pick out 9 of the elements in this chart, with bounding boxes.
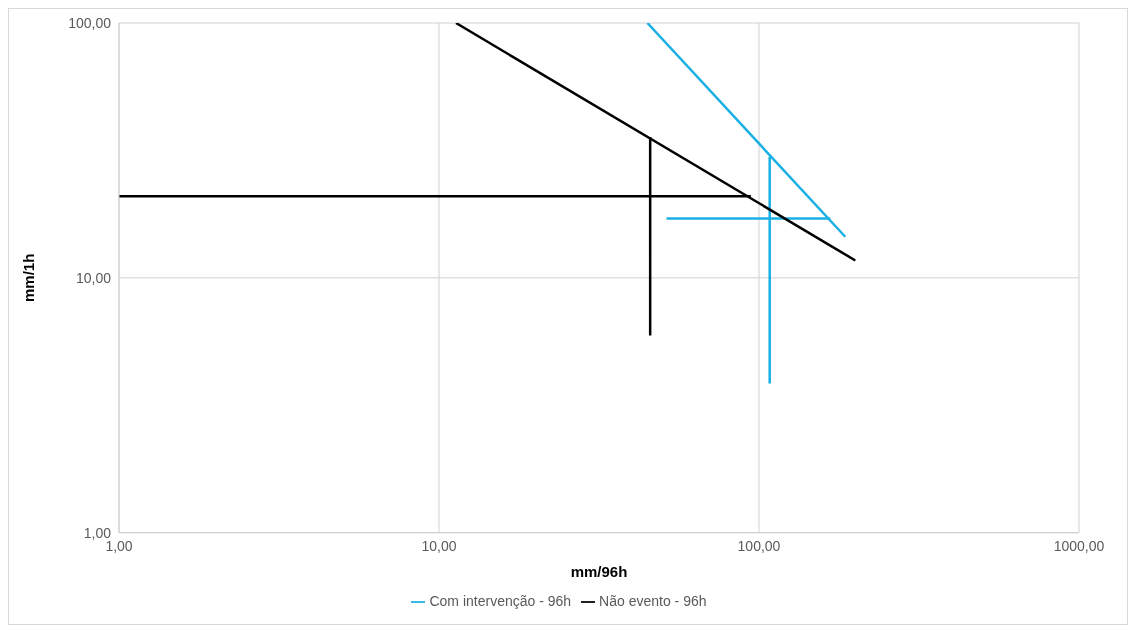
x-tick-label: 1000,00 <box>1053 537 1105 554</box>
legend-label: Com intervenção - 96h <box>429 592 572 609</box>
x-tick-label: 100,00 <box>737 537 781 554</box>
y-axis-title: mm/1h <box>20 253 38 303</box>
x-axis-title: mm/96h <box>570 562 628 580</box>
legend-label: Não evento - 96h <box>599 592 707 609</box>
x-tick-label: 10,00 <box>421 537 457 554</box>
y-tick-label: 100,00 <box>68 14 112 31</box>
y-tick-label: 10,00 <box>75 269 112 286</box>
